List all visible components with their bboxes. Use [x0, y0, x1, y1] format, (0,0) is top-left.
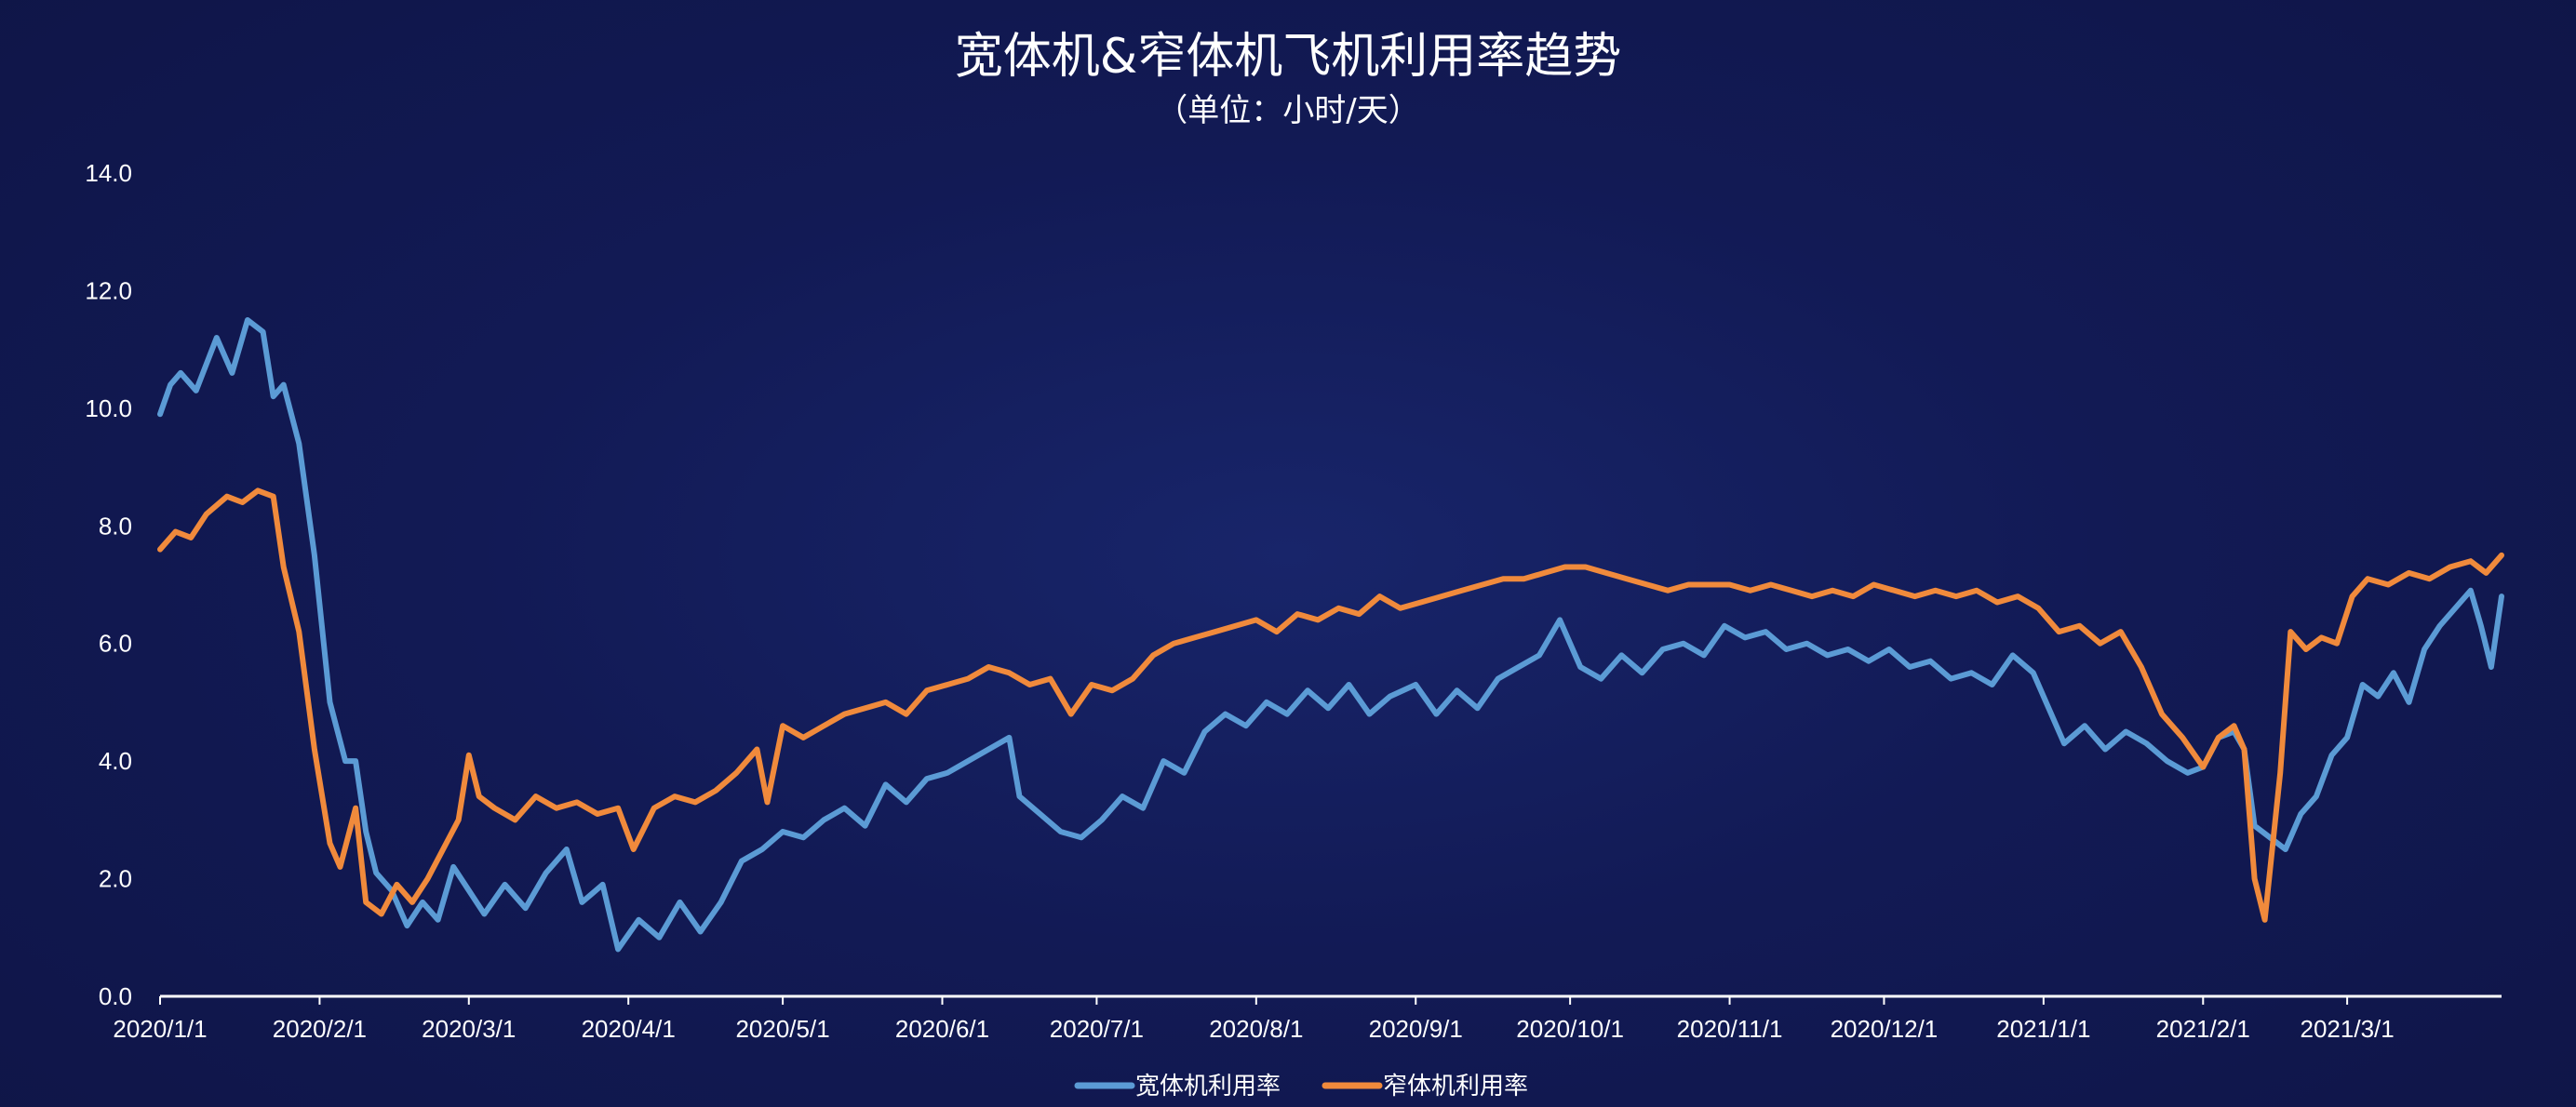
y-tick-label: 4.0	[99, 747, 132, 775]
y-tick-label: 12.0	[85, 276, 132, 304]
x-tick-label: 2021/3/1	[2301, 1015, 2395, 1043]
series-line-2	[157, 487, 2504, 923]
series-line-1	[157, 317, 2504, 953]
x-tick-label: 2020/3/1	[422, 1015, 516, 1043]
plot-area	[157, 317, 2504, 953]
y-axis: 0.0 2.0 4.0 6.0 8.0 10.0 12.0 14.0	[85, 159, 132, 1010]
y-tick-label: 2.0	[99, 865, 132, 893]
y-tick-label: 8.0	[99, 512, 132, 540]
x-tick-label: 2020/8/1	[1209, 1015, 1303, 1043]
x-tick-label: 2020/9/1	[1369, 1015, 1463, 1043]
x-tick-label: 2020/11/1	[1677, 1015, 1783, 1043]
x-tick-label: 2020/6/1	[895, 1015, 989, 1043]
x-tick-label: 2020/2/1	[273, 1015, 367, 1043]
legend: 宽体机利用率 窄体机利用率	[1074, 1073, 1528, 1100]
x-tick-label: 2021/1/1	[1996, 1015, 2090, 1043]
y-tick-label: 6.0	[99, 630, 132, 658]
x-tick-label: 2020/4/1	[582, 1015, 676, 1043]
legend-label: 宽体机利用率	[1135, 1073, 1281, 1100]
x-tick-label: 2020/12/1	[1831, 1015, 1939, 1043]
x-tick-label: 2020/7/1	[1050, 1015, 1144, 1043]
x-tick-label: 2020/5/1	[735, 1015, 829, 1043]
x-tick-label: 2020/1/1	[113, 1015, 207, 1043]
y-tick-label: 10.0	[85, 394, 132, 422]
x-axis: 2020/1/1 2020/2/1 2020/3/1 2020/4/1 2020/5/1…	[113, 994, 2502, 1043]
legend-item-2: 窄体机利用率	[1322, 1073, 1528, 1100]
y-tick-label: 0.0	[99, 982, 132, 1010]
x-tick-label: 2020/10/1	[1516, 1015, 1624, 1043]
y-tick-label: 14.0	[85, 159, 132, 187]
x-tick-label: 2021/2/1	[2156, 1015, 2250, 1043]
chart-title: 宽体机&窄体机飞机利用率趋势	[955, 29, 1622, 85]
legend-item-1: 宽体机利用率	[1074, 1073, 1281, 1100]
chart-subtitle: （单位：小时/天）	[1156, 92, 1419, 129]
legend-label: 窄体机利用率	[1383, 1073, 1528, 1100]
